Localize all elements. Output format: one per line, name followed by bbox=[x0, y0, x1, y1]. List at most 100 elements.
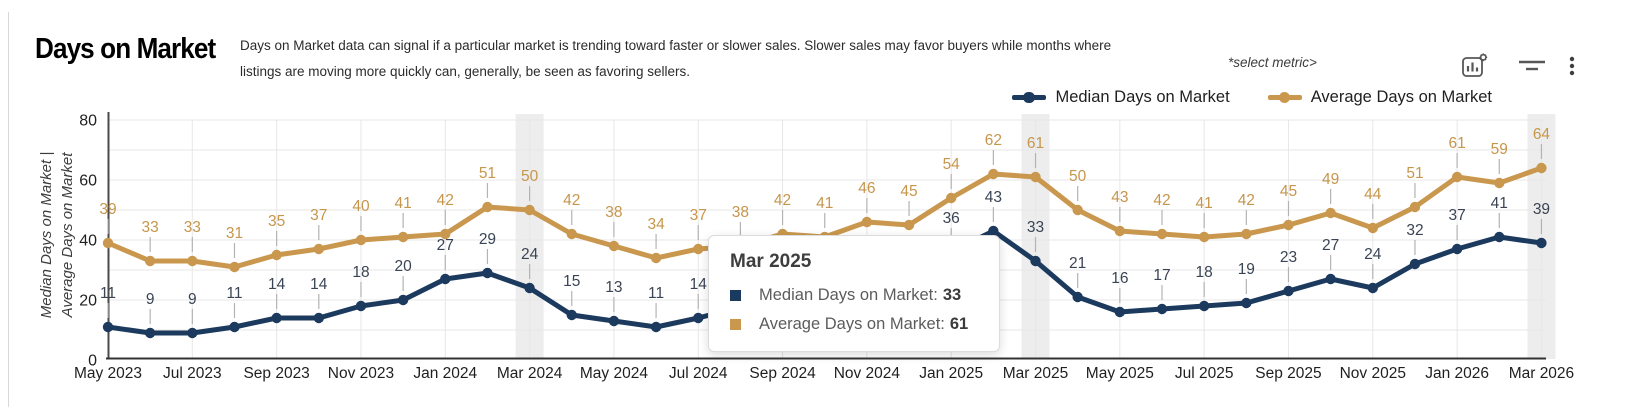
chart-text: 50 bbox=[1069, 168, 1087, 185]
average-series-swatch bbox=[730, 319, 741, 330]
chart-text: 0 bbox=[88, 353, 97, 370]
chart-tooltip: Mar 2025 Median Days on Market: 33 Avera… bbox=[708, 235, 1000, 352]
data-point bbox=[271, 312, 282, 324]
chart-text: 19 bbox=[1238, 261, 1255, 278]
data-point bbox=[1283, 285, 1294, 297]
chart-text: 61 bbox=[1027, 135, 1044, 152]
chart-text: 80 bbox=[79, 113, 97, 130]
chart-text: 24 bbox=[521, 246, 539, 263]
chart-text: 24 bbox=[1364, 246, 1382, 263]
chart-text: 41 bbox=[816, 195, 833, 212]
data-point bbox=[1536, 162, 1547, 174]
filter-icon bbox=[1519, 60, 1545, 71]
chart-text: 41 bbox=[394, 195, 411, 212]
chart-text: Mar 2026 bbox=[1509, 365, 1574, 382]
data-point bbox=[1283, 219, 1294, 231]
chart-text: 43 bbox=[985, 189, 1002, 206]
chart-text: 35 bbox=[268, 213, 285, 230]
tooltip-value: 61 bbox=[949, 315, 969, 333]
data-point bbox=[693, 312, 704, 324]
data-point bbox=[524, 204, 535, 216]
data-point bbox=[1409, 201, 1421, 213]
chart-text: 33 bbox=[184, 219, 201, 236]
data-point bbox=[229, 321, 240, 333]
data-point bbox=[397, 231, 409, 243]
chart-text: 38 bbox=[732, 204, 749, 221]
data-point bbox=[1494, 177, 1505, 189]
tooltip-value: 33 bbox=[942, 286, 962, 304]
chart-text: 42 bbox=[774, 192, 791, 209]
select-metric-hint[interactable]: *select metric> bbox=[1228, 55, 1317, 70]
chart-text: 31 bbox=[226, 225, 243, 242]
data-point bbox=[1114, 306, 1126, 318]
tooltip-row-median: Median Days on Market: 33 bbox=[730, 286, 978, 305]
data-point bbox=[1114, 225, 1126, 237]
chart-text: 23 bbox=[1280, 249, 1297, 266]
chart-text: 51 bbox=[479, 165, 496, 182]
data-point bbox=[650, 252, 662, 264]
chart-text: 20 bbox=[79, 293, 97, 310]
chart-text: 37 bbox=[310, 207, 327, 224]
legend-item-median[interactable]: Median Days on Market bbox=[1012, 88, 1230, 107]
chart-text: 40 bbox=[79, 233, 97, 250]
chart-text: 14 bbox=[268, 276, 286, 293]
chart-text: 41 bbox=[1491, 195, 1508, 212]
data-point bbox=[482, 267, 493, 279]
chart-text: 27 bbox=[1322, 237, 1339, 254]
data-point bbox=[903, 219, 915, 231]
chart-text: 37 bbox=[690, 207, 707, 224]
chart-text: 44 bbox=[1364, 186, 1382, 203]
page-title: Days on Market bbox=[35, 33, 216, 65]
chart-text: 18 bbox=[1196, 264, 1213, 281]
chart-text: 27 bbox=[437, 237, 454, 254]
data-point bbox=[102, 321, 114, 333]
chart-text: 45 bbox=[1280, 183, 1297, 200]
tooltip-title: Mar 2025 bbox=[730, 251, 812, 272]
chart-description: Days on Market data can signal if a part… bbox=[240, 38, 1112, 79]
chart-text: 36 bbox=[943, 210, 960, 227]
data-point bbox=[861, 216, 873, 228]
chart-text: 15 bbox=[563, 273, 580, 290]
data-point bbox=[608, 240, 620, 252]
data-point bbox=[1367, 222, 1379, 234]
tooltip-label: Average Days on Market: bbox=[759, 315, 945, 333]
data-point bbox=[988, 225, 999, 237]
data-point bbox=[102, 237, 114, 249]
chart-text: 13 bbox=[605, 279, 622, 296]
chart-text: 38 bbox=[605, 204, 622, 221]
legend-item-average[interactable]: Average Days on Market bbox=[1267, 88, 1492, 107]
data-point bbox=[144, 327, 156, 339]
chart-text: May 2023 bbox=[74, 365, 142, 382]
data-point bbox=[946, 192, 957, 204]
chart-text: Nov 2025 bbox=[1340, 365, 1406, 382]
data-point bbox=[1409, 258, 1421, 270]
chart-text: 11 bbox=[648, 285, 664, 302]
chart-text: Jul 2023 bbox=[163, 365, 222, 382]
data-point bbox=[608, 315, 620, 327]
chart-text: 51 bbox=[1406, 165, 1423, 182]
filter-button[interactable] bbox=[1516, 50, 1548, 82]
chart-text: 21 bbox=[1069, 255, 1086, 272]
chart-text: Jan 2026 bbox=[1425, 365, 1489, 382]
chart-text: 40 bbox=[352, 198, 370, 215]
data-point bbox=[1451, 243, 1463, 255]
data-point bbox=[1030, 255, 1041, 267]
data-point bbox=[1367, 282, 1379, 294]
chart-text: Sep 2025 bbox=[1255, 365, 1321, 382]
chart-text: 43 bbox=[1111, 189, 1128, 206]
data-point bbox=[1494, 231, 1505, 243]
data-point bbox=[187, 327, 198, 339]
data-point bbox=[566, 309, 577, 321]
chart-settings-button[interactable] bbox=[1458, 50, 1490, 82]
chart-text: Sep 2023 bbox=[243, 365, 309, 382]
data-point bbox=[988, 168, 999, 180]
data-point bbox=[566, 228, 577, 240]
chart-text: 42 bbox=[1238, 192, 1255, 209]
chart-text: 14 bbox=[690, 276, 708, 293]
chart-text: 39 bbox=[99, 201, 116, 218]
chart-text: 61 bbox=[1448, 135, 1465, 152]
chart-text: 9 bbox=[146, 291, 155, 308]
more-options-button[interactable] bbox=[1556, 50, 1588, 82]
data-point bbox=[1536, 237, 1547, 249]
chart-text: Mar 2024 bbox=[497, 365, 563, 382]
